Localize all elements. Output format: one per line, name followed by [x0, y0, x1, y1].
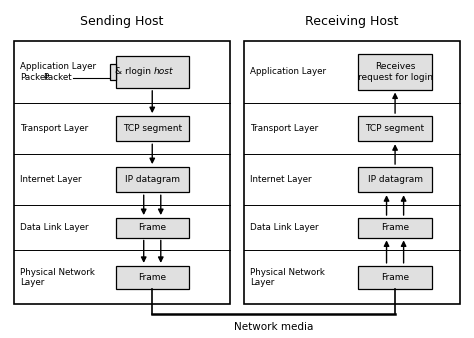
- Text: Frame: Frame: [138, 223, 166, 232]
- Text: Frame: Frame: [381, 223, 409, 232]
- Text: Internet Layer: Internet Layer: [250, 175, 311, 184]
- Bar: [358, 167, 432, 192]
- Bar: [14, 41, 230, 304]
- Text: IP datagram: IP datagram: [367, 175, 423, 184]
- Text: Network media: Network media: [234, 322, 313, 332]
- Text: Receives
request for login: Receives request for login: [357, 62, 433, 81]
- Text: Frame: Frame: [138, 273, 166, 282]
- Text: Application Layer: Application Layer: [250, 67, 326, 76]
- Text: & rlogin: & rlogin: [115, 67, 154, 76]
- Text: Transport Layer: Transport Layer: [250, 124, 318, 133]
- Text: Transport Layer: Transport Layer: [20, 124, 88, 133]
- Text: host: host: [154, 67, 173, 76]
- Text: Physical Network
Layer: Physical Network Layer: [250, 268, 325, 287]
- Text: Packet: Packet: [44, 73, 72, 82]
- Text: Data Link Layer: Data Link Layer: [20, 223, 89, 232]
- Bar: [358, 116, 432, 141]
- Text: IP datagram: IP datagram: [125, 175, 180, 184]
- Text: Application Layer
Packet: Application Layer Packet: [20, 62, 96, 81]
- Bar: [116, 167, 189, 192]
- Text: Physical Network
Layer: Physical Network Layer: [20, 268, 95, 287]
- Bar: [116, 116, 189, 141]
- Text: Internet Layer: Internet Layer: [20, 175, 82, 184]
- Bar: [358, 266, 432, 289]
- Bar: [358, 54, 432, 90]
- Bar: [116, 56, 189, 88]
- Text: Data Link Layer: Data Link Layer: [250, 223, 319, 232]
- Bar: [358, 218, 432, 238]
- Bar: [116, 266, 189, 289]
- Text: Receiving Host: Receiving Host: [305, 16, 399, 28]
- Bar: [110, 64, 116, 80]
- Text: Sending Host: Sending Host: [81, 16, 164, 28]
- Text: Frame: Frame: [381, 273, 409, 282]
- Bar: [116, 218, 189, 238]
- Bar: [244, 41, 460, 304]
- Text: TCP segment: TCP segment: [365, 124, 425, 133]
- Text: TCP segment: TCP segment: [123, 124, 182, 133]
